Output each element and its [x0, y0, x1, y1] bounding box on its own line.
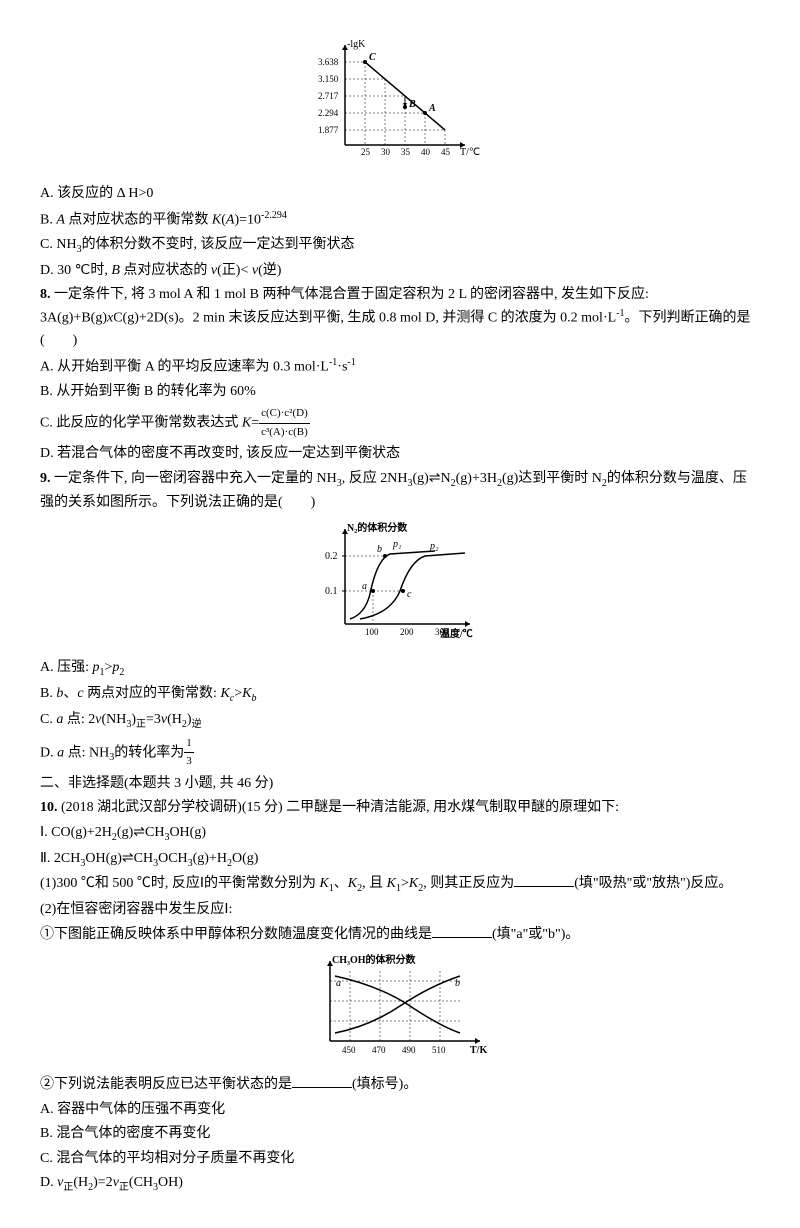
blank-3[interactable]: [292, 1087, 352, 1088]
svg-text:p₁: p₁: [392, 539, 401, 550]
svg-text:a: a: [362, 581, 367, 592]
chart1-ylabel: -lgK: [347, 39, 366, 50]
svg-text:25: 25: [361, 147, 371, 157]
option-c: C. NH3的体积分数不变时, 该反应一定达到平衡状态: [40, 234, 760, 258]
svg-text:470: 470: [372, 1045, 386, 1055]
svg-text:200: 200: [400, 627, 414, 637]
svg-text:30: 30: [381, 147, 391, 157]
question-9: 9. 一定条件下, 向一密闭容器中充入一定量的 NH3, 反应 2NH3(g)⇌…: [40, 468, 760, 514]
svg-text:35: 35: [401, 147, 411, 157]
svg-text:b: b: [377, 544, 382, 555]
option-d: D. 30 ℃时, B 点对应状态的 v(正)< v(逆): [40, 260, 760, 282]
svg-text:45: 45: [441, 147, 451, 157]
option-b: B. A 点对应状态的平衡常数 K(A)=10-2.294: [40, 208, 760, 232]
option-a: A. 该反应的 Δ H>0: [40, 183, 760, 205]
svg-text:40: 40: [421, 147, 431, 157]
svg-text:450: 450: [342, 1045, 356, 1055]
q10-part-2-1: ①下图能正确反映体系中甲醇体积分数随温度变化情况的曲线是(填"a"或"b")。: [40, 924, 760, 946]
svg-text:300: 300: [435, 627, 449, 637]
q8-option-a: A. 从开始到平衡 A 的平均反应速率为 0.3 mol·L-1·s-1: [40, 355, 760, 379]
svg-text:3.150: 3.150: [318, 74, 339, 84]
question-8: 8. 一定条件下, 将 3 mol A 和 1 mol B 两种气体混合置于固定…: [40, 284, 760, 353]
svg-text:510: 510: [432, 1045, 446, 1055]
svg-text:N₂的体积分数: N₂的体积分数: [347, 521, 408, 534]
svg-text:B: B: [408, 99, 416, 110]
svg-text:T/K: T/K: [470, 1045, 487, 1056]
q10-part-1: (1)300 ℃和 500 ℃时, 反应Ⅰ的平衡常数分别为 K1、K2, 且 K…: [40, 873, 760, 897]
q8-option-b: B. 从开始到平衡 B 的转化率为 60%: [40, 381, 760, 403]
q10-part-2: (2)在恒容密闭容器中发生反应Ⅰ:: [40, 899, 760, 921]
svg-text:b: b: [455, 978, 460, 989]
q9-option-c: C. a 点: 2v(NH3)正=3v(H2)逆: [40, 709, 760, 733]
blank-2[interactable]: [432, 937, 492, 938]
svg-text:490: 490: [402, 1045, 416, 1055]
section-2-heading: 二、非选择题(本题共 3 小题, 共 46 分): [40, 773, 760, 795]
q10-2-option-d: D. v正(H2)=2v正(CH3OH): [40, 1172, 760, 1196]
chart3-svg: CH₃OH的体积分数 T/K 450 470 490 510 a b: [300, 951, 500, 1061]
svg-text:2.294: 2.294: [318, 108, 339, 118]
svg-text:a: a: [336, 978, 341, 989]
svg-text:1.877: 1.877: [318, 125, 339, 135]
chart1-container: -lgK T/℃ 1.877 2.294 2.717 3.150 3.638 2…: [40, 35, 760, 178]
q9-option-d: D. a 点: NH3的转化率为13: [40, 735, 760, 771]
q10-reaction-1: Ⅰ. CO(g)+2H2(g)⇌CH3OH(g): [40, 822, 760, 846]
svg-text:c: c: [407, 589, 412, 600]
svg-text:0.1: 0.1: [325, 586, 338, 597]
q10-2-option-c: C. 混合气体的平均相对分子质量不再变化: [40, 1148, 760, 1170]
svg-text:100: 100: [365, 627, 379, 637]
svg-text:0.2: 0.2: [325, 551, 338, 562]
blank-1[interactable]: [514, 886, 574, 887]
svg-text:A: A: [428, 103, 436, 114]
q9-option-b: B. b、c 两点对应的平衡常数: Kc>Kb: [40, 683, 760, 707]
q10-part-2-2: ②下列说法能表明反应已达平衡状态的是(填标号)。: [40, 1074, 760, 1096]
chart2-container: N₂的体积分数 温度/℃ 0.2 0.1 100 200 300 a b c p…: [40, 519, 760, 652]
svg-text:3.638: 3.638: [318, 57, 339, 67]
svg-text:CH₃OH的体积分数: CH₃OH的体积分数: [332, 953, 417, 966]
q10-2-option-a: A. 容器中气体的压强不再变化: [40, 1099, 760, 1121]
svg-text:C: C: [369, 52, 376, 63]
chart3-container: CH₃OH的体积分数 T/K 450 470 490 510 a b: [40, 951, 760, 1069]
chart1-xlabel: T/℃: [460, 147, 480, 158]
q9-option-a: A. 压强: p1>p2: [40, 657, 760, 681]
chart2-svg: N₂的体积分数 温度/℃ 0.2 0.1 100 200 300 a b c p…: [315, 519, 485, 644]
svg-text:p₂: p₂: [429, 541, 439, 552]
q8-option-c: C. 此反应的化学平衡常数表达式 K=c(C)·c²(D)c³(A)·c(B): [40, 405, 760, 441]
chart1-svg: -lgK T/℃ 1.877 2.294 2.717 3.150 3.638 2…: [315, 35, 485, 170]
q10-2-option-b: B. 混合气体的密度不再变化: [40, 1123, 760, 1145]
q10-reaction-2: Ⅱ. 2CH3OH(g)⇌CH3OCH3(g)+H2O(g): [40, 848, 760, 872]
question-10: 10. (2018 湖北武汉部分学校调研)(15 分) 二甲醚是一种清洁能源, …: [40, 797, 760, 819]
svg-text:2.717: 2.717: [318, 91, 339, 101]
q8-option-d: D. 若混合气体的密度不再改变时, 该反应一定达到平衡状态: [40, 443, 760, 465]
